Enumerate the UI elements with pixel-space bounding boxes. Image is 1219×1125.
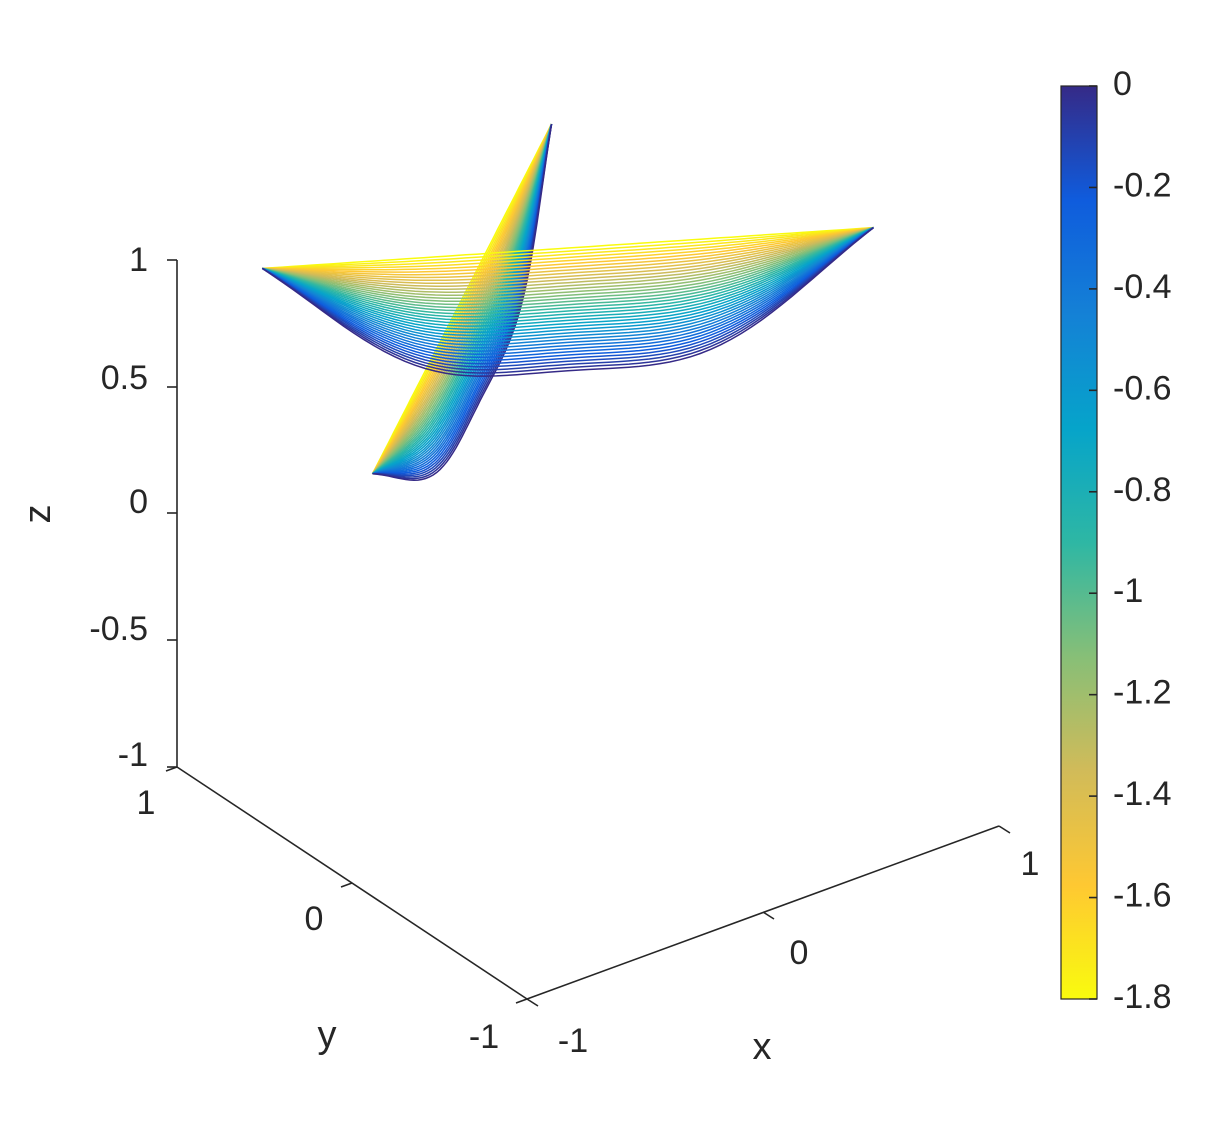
wing-a-contour-line [262,226,874,287]
wing-a-contour-line [261,226,874,362]
wing-a-contour-line [261,226,874,349]
wing-a-contour-line [262,226,874,321]
wing-b-contour-line [372,123,553,481]
x-axis-label: x [753,1026,772,1068]
wing-a-contour-line [261,226,874,340]
colorbar-tick-label: -1.8 [1113,978,1172,1016]
wing-a-contour-line [262,226,874,337]
wing-a-contour-line [262,226,874,309]
wing-a-contour-line [262,226,874,270]
z-axis-label: z [17,505,59,524]
wing-b-contour-line [371,123,553,475]
z-tick-label: 0 [129,483,148,521]
wing-b-contour-line [371,123,553,475]
wing-a-contour-line [262,226,874,334]
wing-a-contour-line [261,226,874,355]
wing-a-contour-line [262,226,874,324]
wing-a-contour-line [262,226,874,285]
y-tick-mark [165,766,178,772]
y-tick-label: 0 [305,900,324,938]
wing-a-contour-line [262,226,874,293]
colorbar-ticks: 0 -0.2 -0.4 -0.6 -0.8 -1 -1.2 -1.4 -1.6 -1.8 [1089,65,1172,1016]
wing-b-contour-line [371,123,553,475]
x-tick-label: -1 [558,1022,588,1060]
wing-a-contour-line [262,226,874,296]
y-tick-mark [515,998,528,1004]
y-tick-mark [340,882,353,888]
wing-a-contour-line [261,226,874,365]
colorbar-tick-label: -1.4 [1113,775,1172,813]
wing-a-contour-line [262,226,874,270]
y-axis-label: y [318,1014,337,1056]
wing-a-contour-line [262,226,874,312]
wing-a-contour-line [262,226,874,290]
wing-a-contour-line [262,226,874,306]
x-tick-mark [526,998,539,1007]
colorbar-tick-label: -0.8 [1113,471,1172,509]
wing-b-contour-line [371,123,553,475]
x-tick-mark [762,911,775,920]
y-tick-label: 1 [137,784,156,822]
wing-a-contour-line [261,227,874,377]
wing-a-contour-line [261,226,874,352]
wing-a-contour-line [261,227,874,371]
z-tick-label: 0.5 [101,359,148,397]
x-tick-labels: -1 0 1 [558,845,1040,1060]
wing-a-contour-line [262,226,874,270]
wing-a-contour-line [262,226,874,276]
z-tick-label: -0.5 [89,610,148,648]
wing-a-contour-line [262,226,874,318]
axes [165,259,1011,1007]
colorbar-fill [1060,85,1098,1000]
wing-a-contour-line [262,226,874,330]
y-tick-labels: 1 0 -1 [137,784,500,1056]
colorbar-tick-label: -0.4 [1113,268,1172,306]
y-tick-label: -1 [469,1018,499,1056]
colorbar-tick-label: -1.6 [1113,877,1172,915]
colorbar: 0 -0.2 -0.4 -0.6 -0.8 -1 -1.2 -1.4 -1.6 -1.8 [1060,65,1172,1016]
wing-a-contour-line [262,226,874,300]
wing-b-contour-line [371,123,553,475]
contour-lines [261,123,874,481]
wing-a-contour-line [262,226,874,270]
wing-a-contour-line [261,226,874,368]
z-tick-label: 1 [129,241,148,279]
wing-a-contour-line [261,226,874,343]
wing-a-contour-line [262,226,874,271]
wing-b-contour-line [371,123,553,475]
z-tick-labels: 1 0.5 0 -0.5 -1 [89,241,148,774]
z-tick-label: -1 [118,736,148,774]
wing-a-contour-line [262,226,874,282]
wing-a-contour-line [262,226,874,279]
wing-b-contour-line [372,123,553,475]
wing-a-contour-line [261,227,874,374]
colorbar-tick-label: -0.2 [1113,166,1172,204]
colorbar-tick-label: -1 [1113,572,1143,610]
wing-a-contour-line [262,226,874,273]
wing-a-contour-line [261,226,874,359]
x-tick-label: 0 [790,934,809,972]
wing-a-contour-line [261,226,874,346]
x-tick-label: 1 [1021,845,1040,883]
colorbar-tick-label: -1.2 [1113,674,1172,712]
wing-b-contour-line [371,123,553,475]
wing-b-contour-line [371,123,553,475]
colorbar-tick-label: -0.6 [1113,369,1172,407]
wing-a-contour-line [262,226,874,315]
x-tick-mark [998,825,1011,834]
colorbar-tick-label: 0 [1113,65,1132,103]
wing-a-contour-line [262,226,874,303]
wing-a-contour-line [262,226,874,327]
